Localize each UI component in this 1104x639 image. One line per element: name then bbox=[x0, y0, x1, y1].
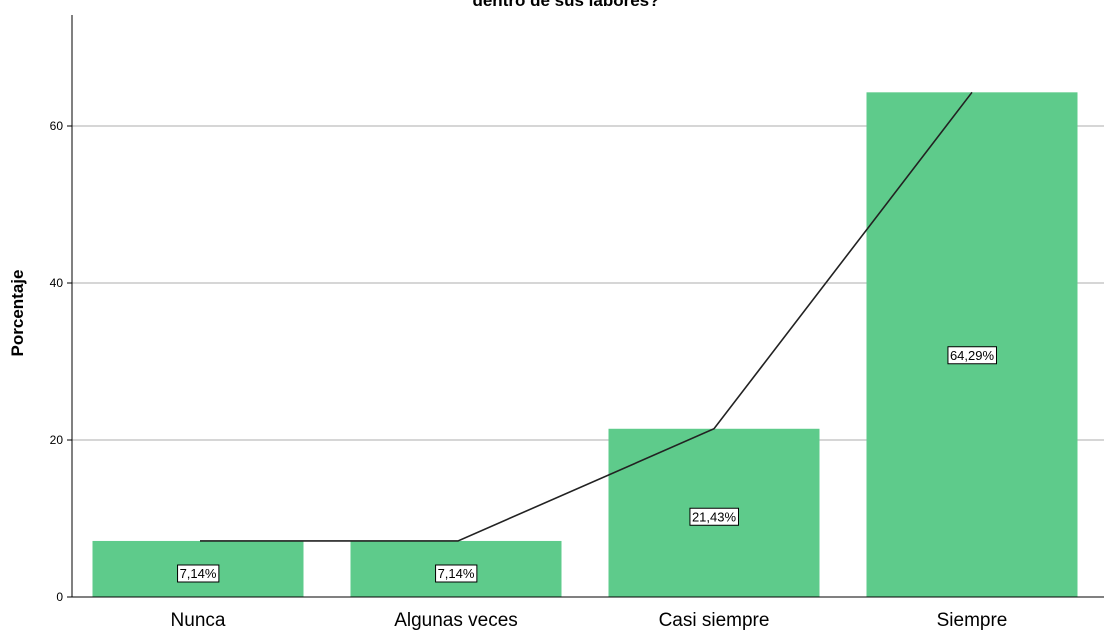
y-axis-label: Porcentaje bbox=[8, 270, 27, 357]
data-label: 21,43% bbox=[689, 507, 739, 526]
chart-title: dentro de sus labores? bbox=[472, 0, 659, 10]
y-tick-label: 60 bbox=[50, 119, 64, 133]
x-tick-label: Casi siempre bbox=[659, 610, 770, 631]
data-label-box bbox=[689, 507, 739, 526]
data-label: 7,14% bbox=[435, 564, 478, 583]
data-label-layer: 7,14% 7,14% 21,43% 64,29% bbox=[177, 346, 997, 583]
data-label-text: 64,29% bbox=[950, 348, 995, 363]
trend-line-layer bbox=[200, 91, 973, 542]
y-tick-label: 20 bbox=[50, 433, 64, 447]
data-label-box bbox=[947, 346, 997, 365]
data-label-box bbox=[177, 564, 220, 583]
bar-layer bbox=[92, 92, 1078, 598]
y-tick-label: 40 bbox=[50, 276, 64, 290]
trend-line bbox=[200, 91, 973, 542]
data-label: 7,14% bbox=[177, 564, 220, 583]
data-label-text: 7,14% bbox=[438, 566, 475, 581]
x-tick-label: Algunas veces bbox=[394, 610, 518, 631]
data-label-box bbox=[435, 564, 478, 583]
data-label: 64,29% bbox=[947, 346, 997, 365]
data-label-text: 21,43% bbox=[692, 509, 737, 524]
bar-siempre bbox=[866, 92, 1078, 598]
x-tick-label: Siempre bbox=[937, 610, 1008, 631]
y-tick-label: 0 bbox=[56, 590, 63, 604]
x-tick-label: Nunca bbox=[171, 610, 226, 631]
axis-layer: 0 20 40 60 Nunca Algunas veces Casi siempre Sie… bbox=[50, 15, 1104, 631]
data-label-text: 7,14% bbox=[180, 566, 217, 581]
